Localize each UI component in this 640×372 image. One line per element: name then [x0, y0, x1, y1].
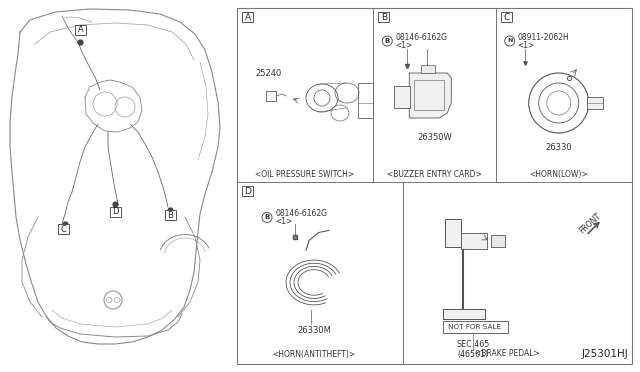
Bar: [414, 80, 444, 110]
Text: B: B: [264, 214, 269, 221]
Text: D: D: [112, 208, 119, 217]
Text: N: N: [507, 38, 513, 44]
Bar: [242, 186, 253, 196]
Bar: [461, 234, 487, 250]
Text: B: B: [168, 211, 173, 219]
Text: 26330: 26330: [545, 144, 572, 153]
Text: <1>: <1>: [518, 41, 535, 49]
Bar: [242, 12, 253, 22]
Text: C: C: [61, 224, 67, 234]
Text: FRONT: FRONT: [578, 211, 604, 235]
Bar: [394, 86, 410, 108]
Text: C: C: [503, 13, 509, 22]
Text: B: B: [385, 38, 390, 44]
Text: (46501): (46501): [457, 350, 488, 359]
Text: A: A: [77, 26, 83, 35]
Text: <1>: <1>: [396, 41, 413, 49]
Text: D: D: [244, 187, 251, 196]
Circle shape: [505, 36, 515, 46]
Text: B: B: [381, 13, 387, 22]
Bar: [358, 83, 373, 118]
Polygon shape: [409, 73, 451, 118]
Text: A: A: [244, 13, 251, 22]
Bar: [587, 97, 603, 109]
Bar: [75, 25, 86, 35]
Text: SEC.465: SEC.465: [456, 340, 490, 349]
Circle shape: [262, 212, 272, 222]
Bar: [500, 12, 512, 22]
Bar: [58, 224, 69, 234]
Bar: [237, 8, 632, 364]
Text: <BUZZER ENTRY CARD>: <BUZZER ENTRY CARD>: [387, 170, 482, 179]
Bar: [378, 12, 389, 22]
Bar: [443, 321, 508, 333]
Bar: [421, 65, 435, 73]
Text: <HORN(LOW)>: <HORN(LOW)>: [529, 170, 588, 179]
Text: <1>: <1>: [275, 217, 292, 226]
Text: 25240: 25240: [255, 68, 281, 77]
Bar: [491, 235, 505, 247]
Bar: [443, 310, 485, 320]
Circle shape: [382, 36, 392, 46]
Bar: [165, 210, 176, 220]
Bar: [445, 219, 461, 247]
Bar: [110, 207, 121, 217]
Bar: [266, 91, 276, 101]
Text: 08911-2062H: 08911-2062H: [518, 32, 570, 42]
Text: 26330M: 26330M: [297, 326, 331, 335]
Text: NOT FOR SALE: NOT FOR SALE: [449, 324, 502, 330]
Text: <HORN(ANTITHEFT)>: <HORN(ANTITHEFT)>: [273, 350, 356, 359]
Text: <BRAKE PEDAL>: <BRAKE PEDAL>: [474, 350, 540, 359]
Text: 08146-6162G: 08146-6162G: [396, 32, 447, 42]
Text: 08146-6162G: 08146-6162G: [275, 209, 327, 218]
Text: J25301HJ: J25301HJ: [581, 349, 628, 359]
Text: 26350W: 26350W: [417, 134, 452, 142]
Text: <OIL PRESSURE SWITCH>: <OIL PRESSURE SWITCH>: [255, 170, 355, 179]
